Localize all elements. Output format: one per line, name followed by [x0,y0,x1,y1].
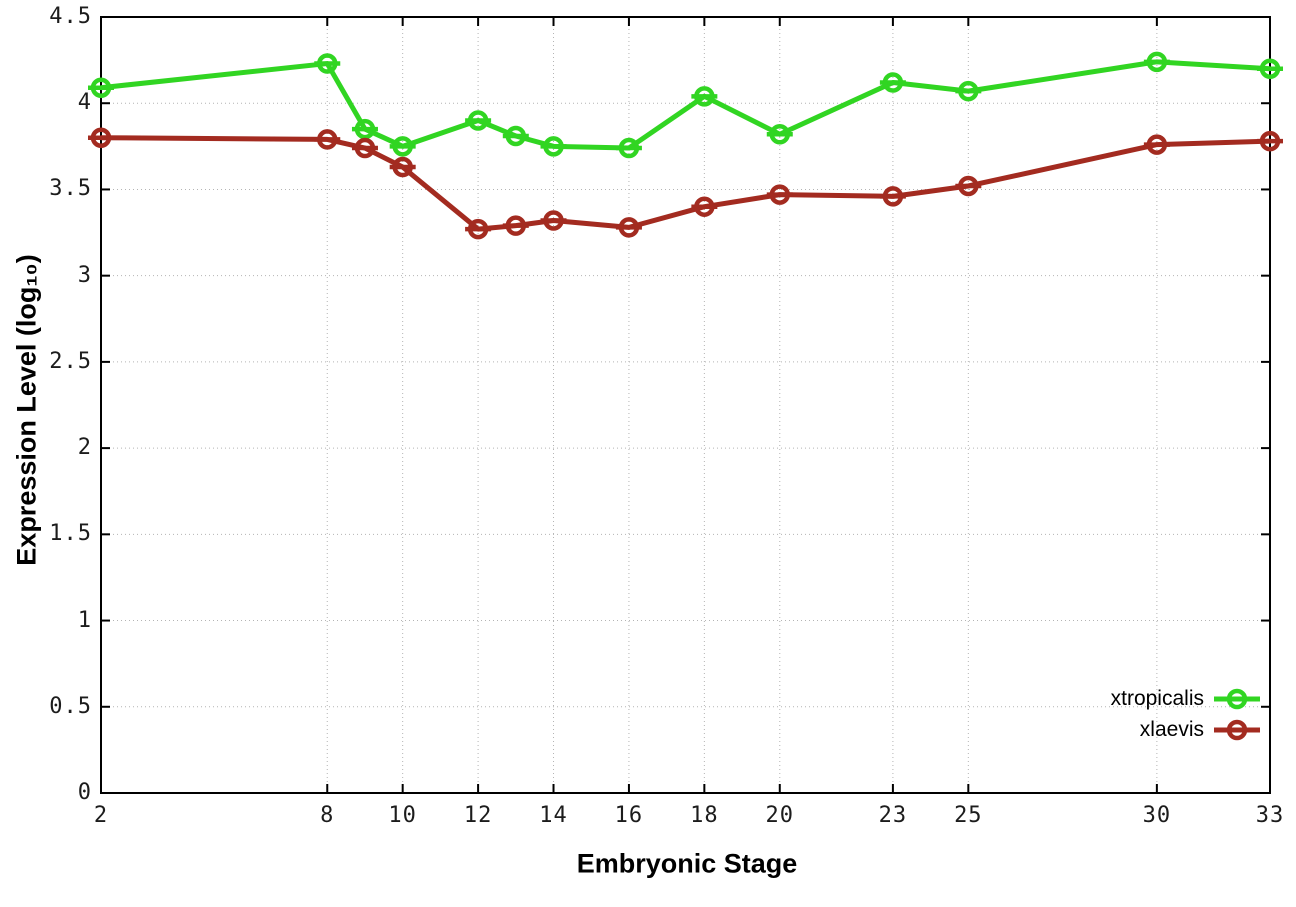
x-tick-label: 30 [1142,803,1172,828]
legend-label: xtropicalis [1110,687,1204,710]
x-tick-label: 8 [320,803,335,828]
xtropicalis-line-marker-icon [1214,688,1260,710]
y-tick-label: 0.5 [49,693,92,719]
y-tick-label: 1.5 [49,521,92,547]
legend-label: xlaevis [1139,718,1204,741]
y-tick-label: 4 [77,90,92,116]
legend-item-xtropicalis: xtropicalis [1111,685,1260,713]
legend-item-xlaevis: xlaevis [1140,716,1260,744]
y-tick-label: 4.5 [49,4,92,29]
y-tick-label: 1 [77,607,92,633]
y-axis-title: Expression Level (log₁₀) [11,254,42,566]
xlaevis-line-marker-icon [1214,719,1260,741]
y-tick-label: 2.5 [49,348,92,374]
legend: xtropicalis xlaevis [1111,685,1260,744]
x-tick-label: 33 [1255,803,1285,828]
x-tick-label: 14 [539,803,568,828]
y-tick-label: 0 [77,780,92,805]
y-tick-label: 2 [77,435,92,461]
x-tick-label: 12 [463,803,493,828]
x-tick-label: 20 [765,803,795,828]
x-tick-label: 18 [690,803,719,828]
x-tick-label: 23 [878,803,908,828]
x-tick-label: 25 [954,803,983,828]
x-tick-label: 2 [93,803,109,828]
x-axis-title: Embryonic Stage [576,848,798,879]
x-tick-label: 10 [388,803,417,828]
y-tick-label: 3.5 [49,176,92,202]
x-tick-label: 16 [614,803,644,828]
y-tick-label: 3 [77,262,92,288]
